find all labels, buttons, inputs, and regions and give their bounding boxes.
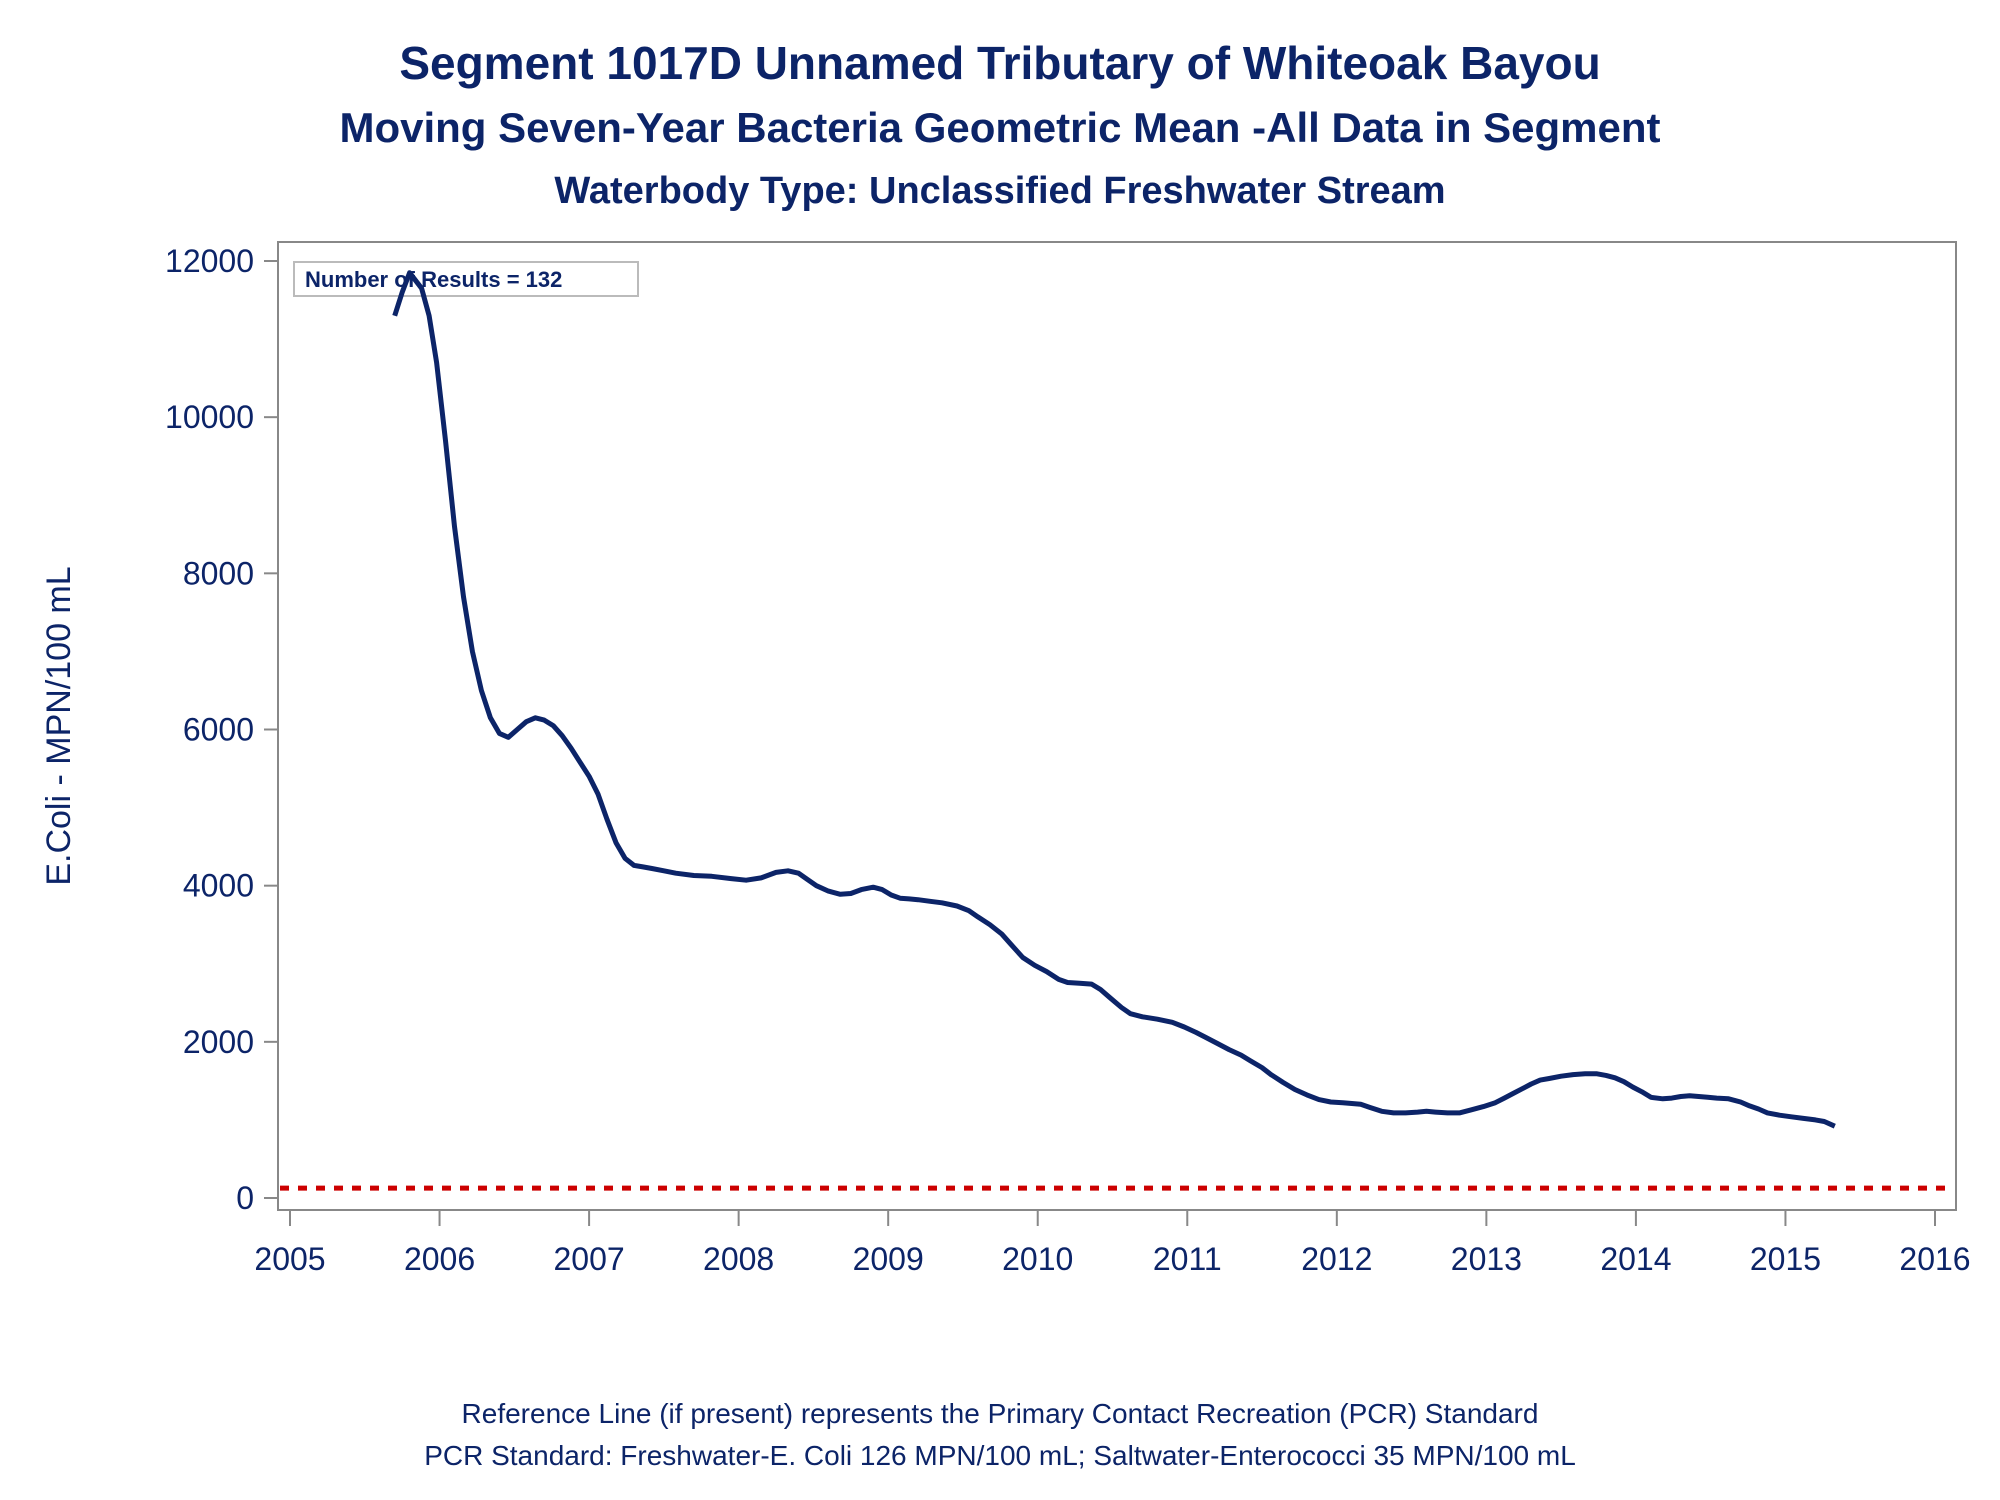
x-axis: 2005 2006 2007 2008 2009 2010 2011 2012 2013 2014… [254, 1210, 1971, 1277]
x-tick-label: 2016 [1899, 1241, 1970, 1277]
x-tick-label: 2009 [853, 1241, 924, 1277]
line-chart: 0 2000 4000 6000 8000 10000 12000 2005 2006 2007… [40, 241, 1971, 1277]
plot-frame [277, 241, 1957, 1211]
x-tick-label: 2011 [1153, 1241, 1222, 1277]
y-tick-label: 12000 [165, 243, 254, 279]
x-tick-label: 2007 [553, 1241, 624, 1277]
x-tick-label: 2008 [703, 1241, 774, 1277]
y-axis: 0 2000 4000 6000 8000 10000 12000 [165, 243, 278, 1216]
x-tick-label: 2006 [404, 1241, 475, 1277]
chart-subtitle: Moving Seven-Year Bacteria Geometric Mea… [339, 104, 1661, 151]
y-axis-label: E.Coli - MPN/100 mL [40, 566, 78, 885]
pcr-standard-note: PCR Standard: Freshwater-E. Coli 126 MPN… [424, 1440, 1576, 1471]
y-tick-label: 0 [236, 1180, 254, 1216]
reference-line-note: Reference Line (if present) represents t… [461, 1398, 1539, 1429]
chart-waterbody-type: Waterbody Type: Unclassified Freshwater … [554, 170, 1446, 212]
y-tick-label: 6000 [183, 712, 254, 748]
result-count-box: Number of Results = 132 [293, 261, 639, 297]
x-tick-label: 2010 [1002, 1241, 1073, 1277]
chart-title: Segment 1017D Unnamed Tributary of White… [399, 37, 1601, 89]
geometric-mean-line [392, 270, 1836, 1129]
x-tick-label: 2012 [1301, 1241, 1372, 1277]
y-tick-label: 10000 [165, 399, 254, 435]
x-tick-label: 2014 [1600, 1241, 1671, 1277]
result-count-label: Number of Results = 132 [305, 267, 562, 292]
result-count-box-border [293, 261, 639, 297]
y-tick-label: 2000 [183, 1024, 254, 1060]
x-tick-label: 2015 [1750, 1241, 1821, 1277]
y-tick-label: 4000 [183, 868, 254, 904]
x-tick-label: 2005 [254, 1241, 325, 1277]
x-tick-label: 2013 [1451, 1241, 1522, 1277]
y-tick-label: 8000 [183, 555, 254, 591]
